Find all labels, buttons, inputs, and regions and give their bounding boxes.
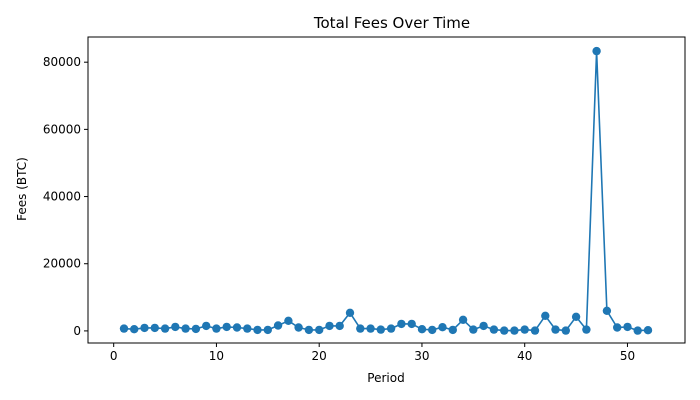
data-point (150, 323, 159, 333)
data-point (212, 324, 221, 333)
x-tick-label: 30 (414, 349, 429, 363)
data-point (633, 326, 642, 335)
data-point (130, 325, 139, 334)
x-tick-label: 40 (517, 349, 532, 363)
data-point (315, 325, 324, 335)
data-point (202, 321, 211, 331)
y-tick-label: 80000 (43, 55, 81, 69)
data-point (417, 325, 427, 334)
data-point (510, 326, 519, 335)
data-point (304, 325, 314, 335)
data-point (520, 325, 529, 334)
y-tick-label: 60000 (43, 122, 81, 136)
data-point (613, 323, 622, 332)
y-axis: 0 20000 40000 60000 80000 (43, 55, 88, 338)
x-axis-label: Period (367, 371, 404, 385)
data-point (386, 324, 396, 333)
data-point (263, 325, 272, 335)
data-point (376, 325, 385, 334)
data-point (479, 321, 488, 331)
x-tick-label: 0 (110, 349, 118, 363)
data-point (500, 326, 509, 335)
data-point (253, 325, 262, 335)
data-point (530, 326, 540, 335)
x-axis: 0 10 20 30 40 50 (110, 343, 635, 363)
data-point (345, 308, 355, 317)
data-point (571, 312, 581, 321)
data-point (458, 315, 468, 324)
data-point (284, 316, 293, 325)
data-point (325, 321, 334, 331)
y-tick-label: 0 (73, 324, 81, 338)
data-point (397, 319, 406, 329)
x-tick-label: 20 (312, 349, 327, 363)
data-point (448, 325, 457, 335)
data-point (294, 323, 303, 332)
data-point (181, 324, 190, 333)
data-point (232, 323, 242, 332)
y-tick-label: 20000 (43, 257, 81, 271)
data-point (191, 324, 201, 334)
data-point (643, 326, 653, 335)
data-point (119, 324, 129, 333)
data-point (222, 322, 231, 332)
chart-title: Total Fees Over Time (313, 14, 470, 32)
data-point (366, 324, 375, 333)
data-point (428, 325, 437, 335)
data-point (551, 325, 560, 334)
data-point (243, 324, 252, 333)
data-point (592, 46, 601, 56)
plot-area (119, 46, 653, 335)
plot-frame (87, 36, 686, 344)
data-point (469, 325, 478, 334)
data-point (140, 323, 149, 333)
data-point (356, 324, 365, 333)
data-point (438, 323, 447, 332)
data-point (273, 321, 283, 330)
data-point (489, 325, 499, 334)
fees-series-line (123, 50, 649, 332)
y-axis-label: Fees (BTC) (15, 157, 29, 221)
data-point (171, 322, 180, 332)
data-point (335, 321, 344, 331)
data-point (561, 326, 570, 335)
data-point (407, 319, 416, 329)
data-point (623, 322, 632, 332)
data-point (541, 311, 550, 320)
data-point (160, 324, 170, 333)
y-tick-label: 40000 (43, 190, 81, 204)
x-tick-label: 10 (209, 349, 224, 363)
data-point (582, 325, 591, 334)
x-tick-label: 50 (620, 349, 635, 363)
data-point (602, 306, 612, 315)
